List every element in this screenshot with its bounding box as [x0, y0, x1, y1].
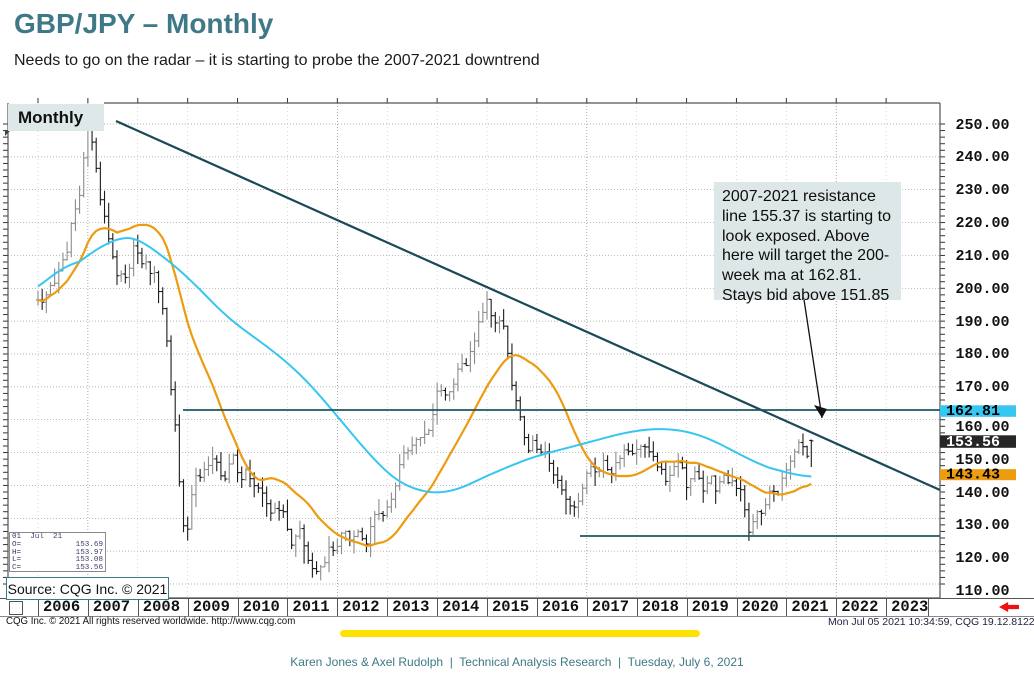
- svg-text:153.56: 153.56: [946, 434, 1000, 451]
- svg-text:162.81: 162.81: [946, 403, 1000, 420]
- svg-text:143.43: 143.43: [946, 467, 1000, 484]
